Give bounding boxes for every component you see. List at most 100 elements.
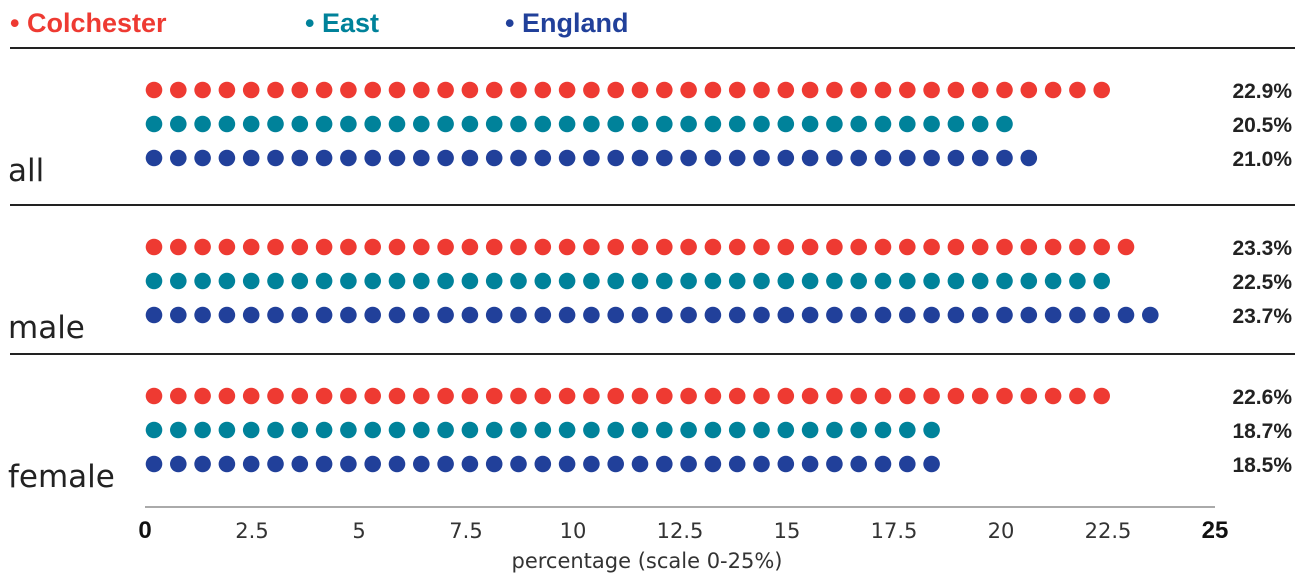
dot bbox=[1142, 306, 1159, 324]
dot bbox=[1044, 238, 1062, 256]
dot bbox=[656, 455, 673, 473]
dot bbox=[728, 306, 746, 324]
dot bbox=[947, 238, 965, 256]
dot bbox=[170, 238, 187, 256]
dot bbox=[947, 149, 965, 167]
dot bbox=[680, 306, 697, 324]
dot bbox=[1020, 238, 1038, 256]
legend: • Colchester • East • England bbox=[10, 8, 628, 38]
dot bbox=[461, 149, 479, 167]
dot bbox=[170, 115, 187, 133]
dot bbox=[704, 272, 722, 290]
dot bbox=[826, 387, 843, 405]
dot bbox=[777, 238, 795, 256]
dot bbox=[1020, 306, 1038, 324]
dot bbox=[607, 455, 624, 473]
dot bbox=[826, 421, 843, 439]
dot bbox=[874, 306, 892, 324]
dot bbox=[437, 149, 454, 167]
dot bbox=[923, 387, 940, 405]
dot-row-east-all bbox=[145, 115, 1013, 133]
dot bbox=[753, 81, 770, 99]
dot bbox=[413, 421, 430, 439]
dot bbox=[583, 421, 600, 439]
dot bbox=[631, 149, 649, 167]
dot bbox=[680, 115, 697, 133]
dot bbox=[753, 421, 770, 439]
group-male: male 23.3% 22.5% 23.7% bbox=[8, 204, 1295, 346]
dot bbox=[315, 149, 333, 167]
dot bbox=[218, 238, 236, 256]
dot bbox=[291, 81, 309, 99]
dot bbox=[291, 238, 309, 256]
dot bbox=[923, 149, 940, 167]
dot bbox=[899, 272, 916, 290]
dot bbox=[874, 455, 892, 473]
dot bbox=[267, 238, 284, 256]
dot bbox=[170, 272, 187, 290]
dot bbox=[801, 149, 819, 167]
dot bbox=[971, 81, 989, 99]
dot bbox=[461, 81, 479, 99]
dot bbox=[583, 272, 600, 290]
dot bbox=[923, 455, 940, 473]
dot bbox=[728, 387, 746, 405]
dot bbox=[485, 272, 503, 290]
dot bbox=[874, 238, 892, 256]
dot bbox=[534, 238, 552, 256]
dot bbox=[971, 149, 989, 167]
dot bbox=[801, 238, 819, 256]
dot bbox=[145, 455, 163, 473]
dot bbox=[218, 306, 236, 324]
dot bbox=[194, 306, 211, 324]
dot bbox=[607, 81, 624, 99]
dot bbox=[631, 387, 649, 405]
dot bbox=[826, 81, 843, 99]
dot bbox=[485, 387, 503, 405]
group-label-all: all bbox=[8, 153, 44, 189]
dot bbox=[340, 115, 357, 133]
dot bbox=[801, 272, 819, 290]
dot bbox=[850, 421, 867, 439]
dot bbox=[485, 421, 503, 439]
dot bbox=[899, 238, 916, 256]
dot bbox=[947, 115, 965, 133]
dot bbox=[413, 149, 430, 167]
dot bbox=[558, 306, 576, 324]
dot bbox=[340, 81, 357, 99]
dot bbox=[631, 81, 649, 99]
dot bbox=[777, 149, 795, 167]
dot bbox=[1117, 238, 1135, 256]
dot bbox=[923, 306, 940, 324]
value-label-england-male: 23.7% bbox=[1232, 305, 1292, 328]
dot bbox=[656, 387, 673, 405]
dot bbox=[583, 455, 600, 473]
dot bbox=[315, 387, 333, 405]
dot bbox=[485, 81, 503, 99]
dot bbox=[485, 115, 503, 133]
dot bbox=[631, 455, 649, 473]
dot bbox=[631, 115, 649, 133]
dot bbox=[971, 272, 989, 290]
dot bbox=[364, 455, 382, 473]
tick-label: 12.5 bbox=[657, 519, 704, 543]
tick-label: 10 bbox=[560, 519, 587, 543]
dot bbox=[170, 81, 187, 99]
dot bbox=[656, 306, 673, 324]
dot bbox=[1069, 306, 1086, 324]
dot bbox=[242, 238, 260, 256]
dot bbox=[728, 149, 746, 167]
dot bbox=[388, 272, 406, 290]
dot bbox=[583, 149, 600, 167]
dot bbox=[558, 421, 576, 439]
dot bbox=[145, 81, 163, 99]
dot bbox=[413, 387, 430, 405]
dot bbox=[704, 306, 722, 324]
dot bbox=[753, 149, 770, 167]
dot bbox=[534, 115, 552, 133]
dot bbox=[680, 149, 697, 167]
group-female: female 22.6% 18.7% 18.5% bbox=[8, 353, 1295, 495]
dot bbox=[656, 149, 673, 167]
dot bbox=[218, 272, 236, 290]
